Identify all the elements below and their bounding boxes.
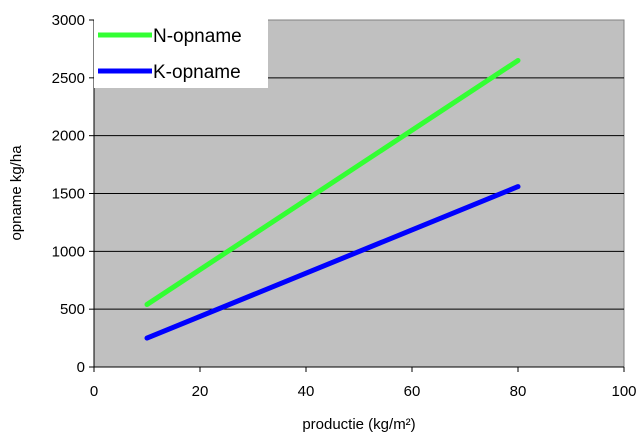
legend: N-opname K-opname (94, 15, 268, 88)
y-axis-title: opname kg/ha (8, 145, 25, 241)
y-tick-label-3000: 3000 (52, 12, 85, 29)
x-axis-title: productie (kg/m²) (302, 416, 415, 433)
x-axis-ticks: 0 20 40 60 80 100 (90, 367, 637, 400)
y-tick-label-0: 0 (77, 359, 85, 376)
x-tick-label-0: 0 (90, 383, 98, 400)
series-lines (144, 58, 521, 341)
legend-label-n-opname: N-opname (153, 26, 242, 47)
series-line-k-opname (144, 184, 521, 341)
y-tick-label-2000: 2000 (52, 128, 85, 145)
legend-label-k-opname: K-opname (153, 62, 241, 83)
y-tick-label-2500: 2500 (52, 70, 85, 87)
y-axis-ticks: 0 500 1000 1500 2000 2500 3000 (52, 12, 94, 376)
x-tick-label-40: 40 (298, 383, 315, 400)
x-tick-label-20: 20 (192, 383, 209, 400)
x-tick-label-100: 100 (611, 383, 636, 400)
series-line-n-opname (144, 58, 521, 307)
y-tick-label-1000: 1000 (52, 243, 85, 260)
y-tick-label-1500: 1500 (52, 186, 85, 203)
y-tick-label-500: 500 (60, 301, 85, 318)
x-tick-label-60: 60 (404, 383, 421, 400)
legend-box (94, 15, 268, 88)
x-tick-label-80: 80 (510, 383, 527, 400)
